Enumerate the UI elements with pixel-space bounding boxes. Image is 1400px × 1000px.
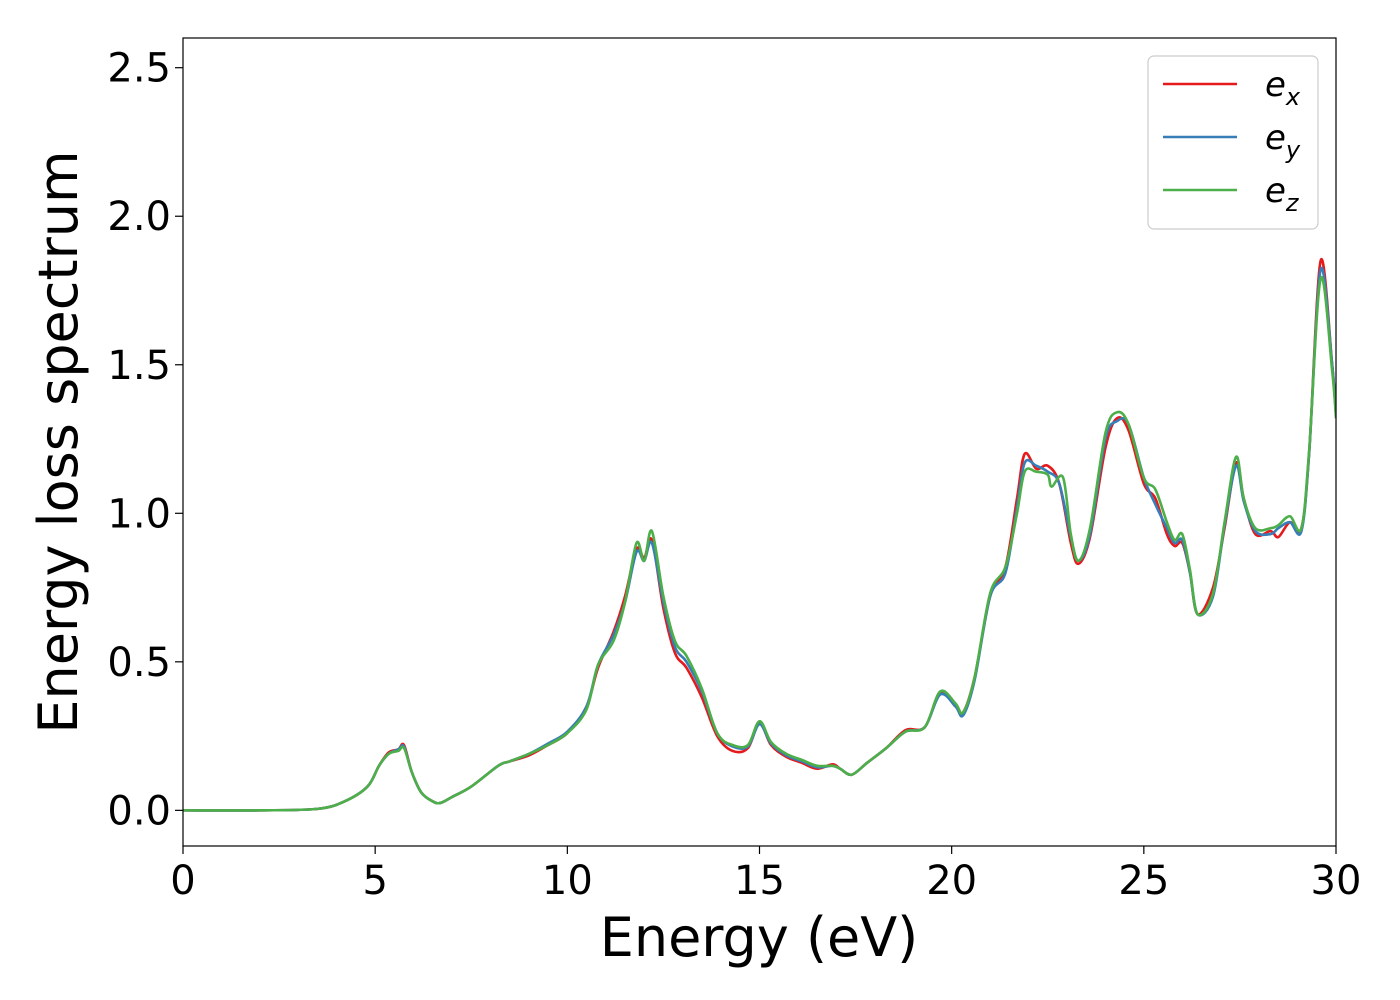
series-line-e_z [183,275,1336,812]
x-tick-label: 0 [170,858,195,904]
y-tick-label: 0.5 [107,640,171,686]
legend-label-base: e [1265,171,1286,211]
x-tick-label: 30 [1311,858,1362,904]
plot-area [183,38,1336,846]
x-tick-label: 10 [542,858,593,904]
x-tick-label: 25 [1118,858,1169,904]
y-tick-label: 1.5 [107,343,171,389]
legend-label-e_x: ex [1265,65,1301,111]
legend-label-e_y: ey [1265,118,1301,164]
legend-box [1147,55,1319,230]
legend-label-subscript: z [1285,189,1300,217]
y-axis: 0.0 0.5 1.0 1.5 2.0 2.5 [107,46,183,834]
y-tick-label: 1.0 [107,491,171,537]
x-axis: 0 5 10 15 20 25 30 [170,846,1361,904]
y-tick-label: 2.0 [107,194,171,240]
legend-label-base: e [1265,65,1286,105]
x-axis-title: Energy (eV) [600,906,919,969]
legend-label-subscript: x [1285,83,1301,111]
legend-label-e_z: ez [1265,171,1300,217]
x-tick-label: 20 [926,858,977,904]
y-axis-title: Energy loss spectrum [27,150,90,733]
y-tick-label: 2.5 [107,46,171,92]
legend-label-subscript: y [1285,136,1301,164]
x-tick-label: 15 [734,858,785,904]
series-layer [183,257,1336,812]
y-tick-label: 0.0 [107,788,171,834]
legend-label-base: e [1265,118,1286,158]
x-tick-label: 5 [362,858,387,904]
